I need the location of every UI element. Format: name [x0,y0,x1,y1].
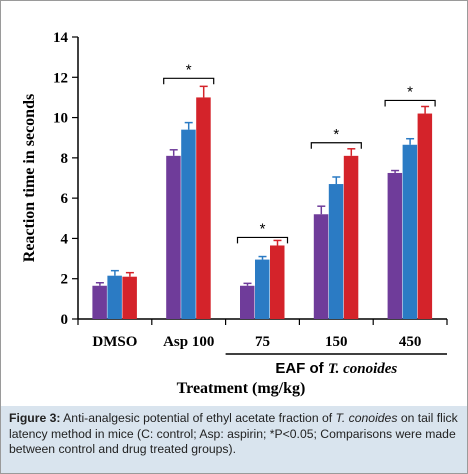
bar [255,259,270,319]
bar [181,129,196,319]
bar [240,285,255,319]
bars [92,85,433,320]
caption-text: Figure 3: Anti-analgesic potential of et… [9,411,461,458]
y-tick-label: 12 [53,70,68,86]
significance-label: * [186,61,192,78]
x-axis-title: Treatment (mg/kg) [177,380,306,397]
significance-brackets: * * * * [163,61,436,244]
caption-species: T. conoides [335,411,398,425]
significance-label: * [260,220,266,237]
y-tick-label: 2 [61,272,69,288]
bar [313,214,329,319]
y-tick-label: 0 [61,312,69,328]
x-axis: DMSO Asp 100 75 150 450 [77,318,448,350]
x-tick-label: DMSO [92,334,137,350]
bar [122,276,137,319]
bar [328,184,344,319]
bar-chart: 0 2 4 6 8 10 12 14 DMSO Asp 100 75 150 450 * * * * Rea… [21,30,448,397]
bar [92,285,107,319]
y-tick-label: 10 [53,111,68,127]
y-tick-label: 6 [61,191,69,207]
x-tick-label: 75 [255,334,270,350]
significance-bracket [236,236,289,244]
bar [417,113,433,320]
caption-text-after: on tail flick latency method in mice (C:… [9,411,458,456]
significance-label: * [407,83,413,100]
figure-caption: Figure 3: Anti-analgesic potential of et… [1,406,467,473]
bar [387,172,403,319]
x-tick-label: 150 [325,334,348,350]
significance-bracket [310,142,362,149]
y-tick-label: 14 [53,30,69,46]
group-label-species: T. conoides [328,361,398,377]
figure-label: Figure 3: [9,411,61,425]
y-tick-label: 4 [61,231,69,247]
significance-bracket [384,99,436,107]
group-label: EAF of T. conoides [275,360,397,377]
significance-label: * [333,126,339,143]
bar [343,155,359,319]
bar [196,97,211,319]
y-axis: 0 2 4 6 8 10 12 14 [53,30,79,328]
x-tick-label: Asp 100 [163,334,214,350]
bar [166,155,181,319]
y-axis-title: Reaction time in seconds [21,94,38,262]
bar [107,275,122,319]
caption-text-before: Anti-analgesic potential of ethyl acetat… [60,411,336,425]
significance-bracket [163,77,215,85]
bar [270,245,285,319]
x-tick-label: 450 [399,334,422,350]
bar [402,144,418,319]
y-tick-label: 8 [61,151,69,167]
group-label-prefix: EAF of [275,360,328,377]
